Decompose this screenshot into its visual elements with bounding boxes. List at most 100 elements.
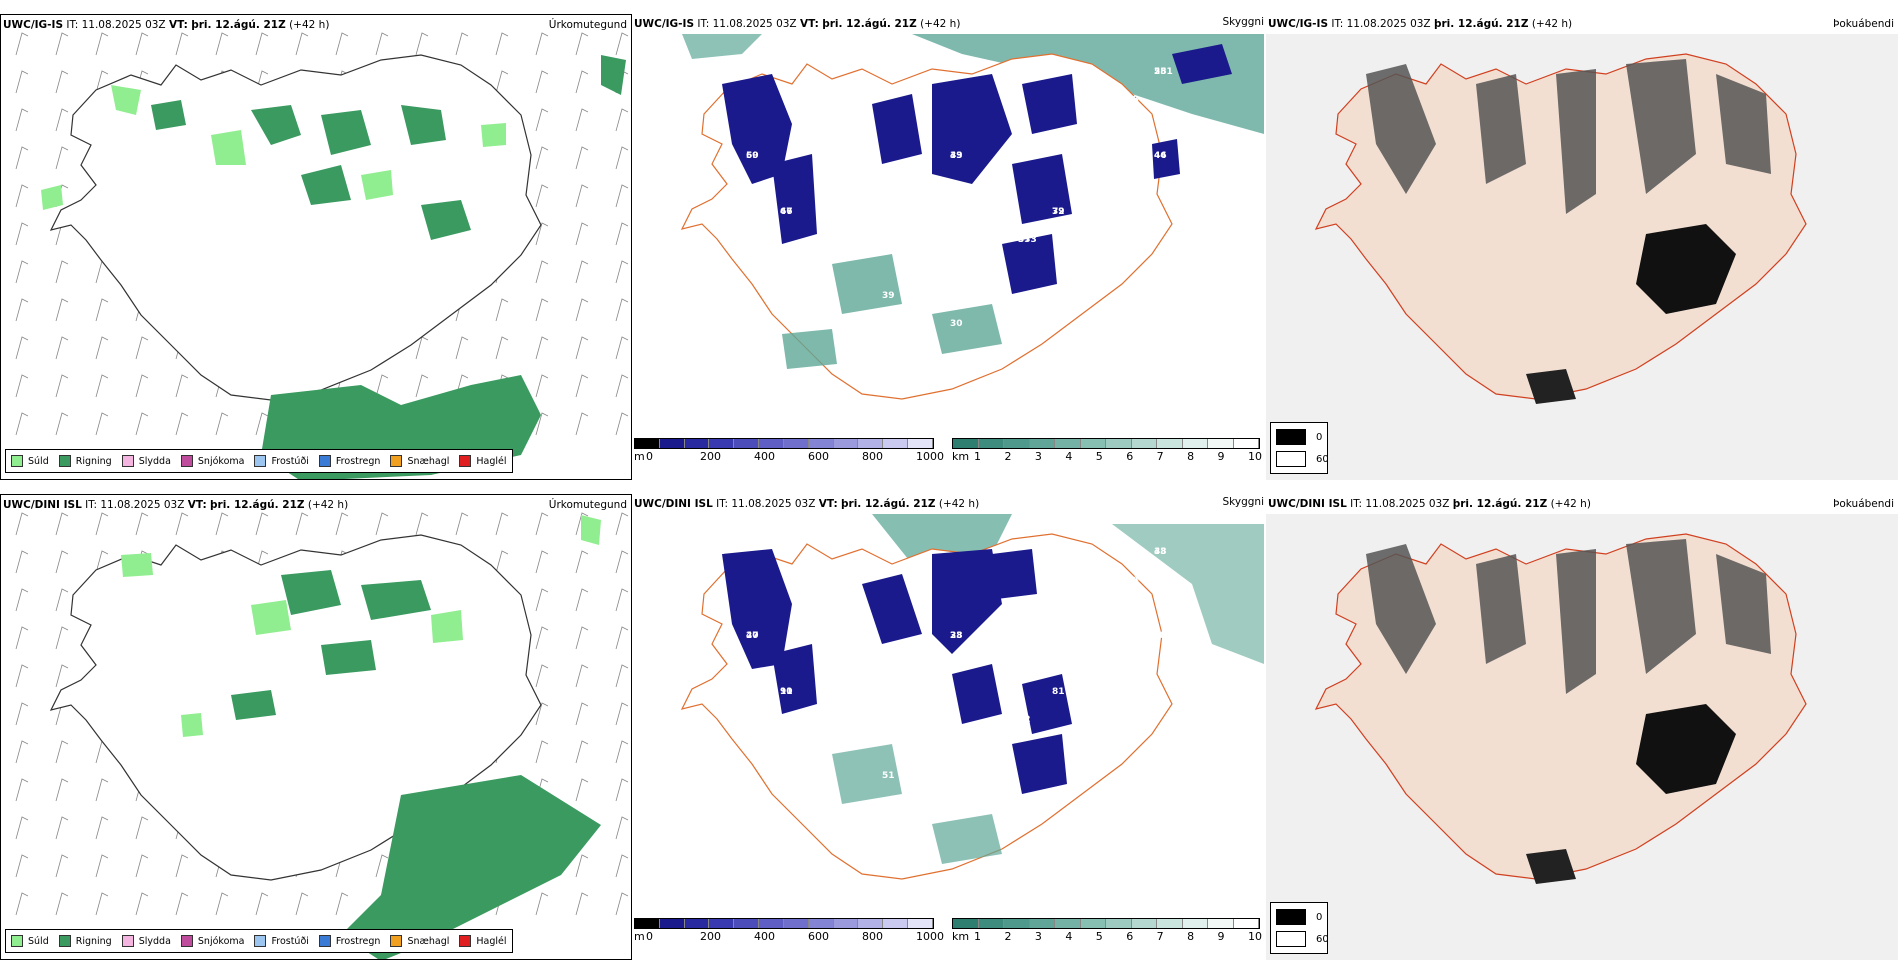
- cloud-base-label: 60: [1120, 575, 1133, 585]
- wind-barb: [575, 626, 589, 650]
- wind-barb: [455, 512, 469, 536]
- colorbar-tick: 9: [1217, 450, 1225, 463]
- panel-header: UWC/DINI ISL IT: 11.08.2025 03Z þri. 12.…: [1268, 498, 1591, 510]
- fog-core: [1636, 224, 1736, 314]
- iceland-outline: [680, 53, 1173, 400]
- legend-item-frostregn: Frostregn: [318, 455, 380, 467]
- wind-barb: [95, 336, 109, 360]
- cloud-base-label: 110: [814, 603, 833, 613]
- colorbar-cell: [1233, 919, 1259, 928]
- cloud-base-label: 58: [1086, 771, 1099, 781]
- wind-barb: [535, 512, 549, 536]
- colorbar-tick: 0: [646, 930, 653, 943]
- legend-swatch: [180, 455, 193, 467]
- colorbar-tick: 10: [1248, 930, 1262, 943]
- colorbar-cell: [1131, 919, 1157, 928]
- wind-barb: [535, 222, 549, 246]
- legend-item-súld: Súld: [11, 935, 49, 947]
- wind-barb: [95, 374, 109, 398]
- cloud-base-label: 30: [950, 319, 963, 329]
- cloud-base-label: 43: [950, 151, 963, 161]
- colorbar-cell: [635, 919, 660, 928]
- wind-barb: [15, 702, 29, 726]
- cloud-base-label: 28: [1086, 603, 1099, 613]
- legend-swatch: [390, 935, 403, 947]
- fog-map: [1266, 514, 1898, 960]
- cloud-base-label: 10: [780, 687, 793, 697]
- cloud-base-label: 39: [1052, 207, 1065, 217]
- wind-barb: [535, 298, 549, 322]
- wind-barb: [615, 260, 629, 284]
- wind-barb: [215, 892, 229, 916]
- panel-title: Þokuábendi: [1833, 18, 1894, 30]
- wind-barb: [615, 626, 629, 650]
- colorbar-unit: km: [952, 930, 970, 943]
- legend-swatch: [58, 455, 71, 467]
- cbar-km-ticks: km 1 2 3 4 5 6 7 8 9 10: [952, 449, 1262, 463]
- wind-barb: [15, 70, 29, 94]
- colorbar-tick: 6: [1126, 450, 1134, 463]
- legend-swatch: [390, 455, 403, 467]
- wind-barb: [255, 892, 269, 916]
- colorbar-unit: m: [634, 930, 645, 943]
- cloud-base-label: 32: [1018, 715, 1031, 725]
- colorbar-tick: 7: [1156, 930, 1164, 943]
- colorbar-cell: [659, 919, 685, 928]
- wind-barb: [135, 336, 149, 360]
- wind-barb: [55, 778, 69, 802]
- legend-item-snæhagl: Snæhagl: [390, 935, 449, 947]
- wind-barb: [575, 550, 589, 574]
- cloud-base-label: 281: [1154, 67, 1173, 77]
- colorbar-tick: 0: [646, 450, 653, 463]
- wind-barb: [15, 512, 29, 536]
- colorbar-cell: [1029, 439, 1055, 448]
- cloud-base-label: 71: [1086, 179, 1099, 189]
- colorbar-cell: [978, 439, 1004, 448]
- cloud-base-label: 84: [916, 263, 929, 273]
- visibility-colorbar: km 1 2 3 4 5 6 7 8 9 10: [952, 918, 1262, 943]
- cloud-base-label: 48: [1154, 631, 1167, 641]
- wind-barb: [15, 892, 29, 916]
- colorbar-cell: [953, 919, 979, 928]
- wind-barb: [615, 702, 629, 726]
- wind-barb: [615, 374, 629, 398]
- colorbar-tick: 1: [974, 930, 981, 943]
- colorbar-cell: [833, 439, 859, 448]
- wind-barb: [15, 260, 29, 284]
- colorbar-cell: [1106, 439, 1132, 448]
- colorbar-tick: 7: [1156, 450, 1164, 463]
- fog-swatch-black: [1276, 429, 1306, 445]
- wind-barb: [55, 892, 69, 916]
- cloud-base-label: 37: [1018, 235, 1031, 245]
- colorbar-tick: 400: [754, 450, 775, 463]
- colorbar-cell: [808, 919, 834, 928]
- legend-label: Frostúði: [271, 455, 309, 467]
- wind-barb: [55, 336, 69, 360]
- colorbar-cell: [1055, 439, 1081, 448]
- cloud-base-label: 46: [1154, 151, 1167, 161]
- colorbar-cell: [1080, 919, 1106, 928]
- wind-barb: [175, 32, 189, 56]
- colorbar-cell: [709, 439, 735, 448]
- cloud-map: 52 51 55 35 45 39 51 59 39 44 38 71 46 39 50 37 46 84 50 39…: [680, 34, 1264, 400]
- wind-barb: [495, 70, 509, 94]
- cloudbase-colorbar: m 0 200 400 600 800 1000: [634, 438, 944, 463]
- wind-barb: [175, 374, 189, 398]
- wind-barb: [15, 298, 29, 322]
- wind-barb: [495, 336, 509, 360]
- wind-barb: [15, 32, 29, 56]
- fog-shading: [1366, 59, 1771, 214]
- wind-barb: [15, 108, 29, 132]
- cloud-base-label: 42: [712, 547, 725, 557]
- cloud-labels: 54 54 33 50 60 59 62 47 38 48 36 41 91 81 36 32 55 59 61 51…: [712, 547, 1201, 865]
- wind-barb: [55, 512, 69, 536]
- colorbar-tick: 400: [754, 930, 775, 943]
- colorbar-cell: [978, 919, 1004, 928]
- fog-panel-row1: UWC/IG-IS IT: 11.08.2025 03Z þri. 12.ágú…: [1266, 14, 1898, 480]
- colorbar-cell: [659, 439, 685, 448]
- wind-barb: [15, 588, 29, 612]
- precip-legend: Súld Rigning Slydda Snjókoma Frostúði Frostre…: [5, 449, 513, 473]
- wind-barb: [495, 298, 509, 322]
- wind-barb: [55, 588, 69, 612]
- wind-barb: [535, 374, 549, 398]
